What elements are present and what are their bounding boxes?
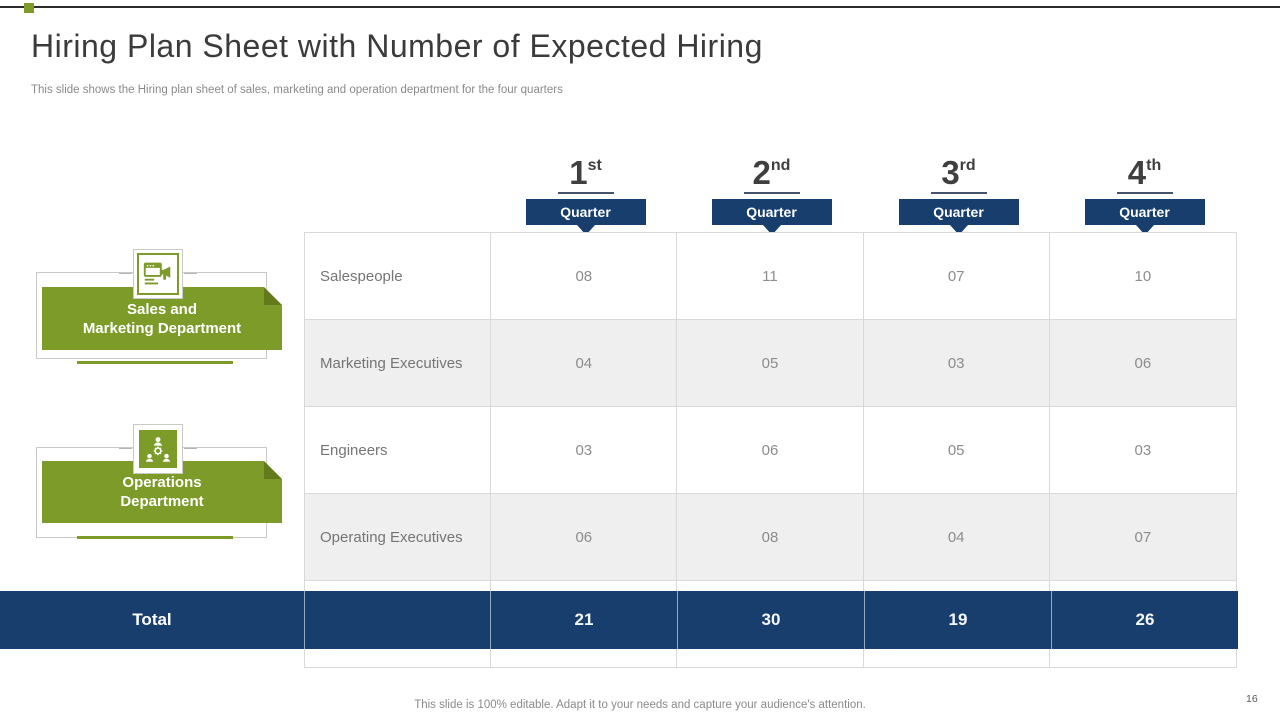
quarter-ordinal: rd xyxy=(959,157,976,174)
connector-tick xyxy=(184,448,197,449)
department-underline xyxy=(77,536,233,539)
total-value-q2: 30 xyxy=(677,591,864,649)
table-cell: 04 xyxy=(864,494,1050,580)
spacer-cell xyxy=(491,581,678,592)
connector-tick xyxy=(184,273,197,274)
department-name-line2: Marketing Department xyxy=(82,319,242,337)
table-row: Engineers 03 06 05 03 xyxy=(305,407,1236,494)
quarter-underline xyxy=(557,192,614,194)
table-row: Operating Executives 06 08 04 07 xyxy=(305,494,1236,581)
quarter-header-3: 3rd Quarter xyxy=(865,148,1052,235)
quarter-number-text: 3 xyxy=(941,154,960,191)
quarter-badge-label: Quarter xyxy=(933,204,984,220)
quarter-badge-pointer-icon xyxy=(1135,225,1154,235)
row-label: Marketing Executives xyxy=(305,320,492,406)
spacer-cell xyxy=(305,650,492,668)
quarter-number-text: 2 xyxy=(752,154,771,191)
table-cell: 03 xyxy=(864,320,1050,406)
spacer-cell xyxy=(491,650,678,668)
quarter-badge-pointer-icon xyxy=(762,225,781,235)
quarter-number: 2nd xyxy=(678,148,865,191)
quarter-badge: Quarter xyxy=(525,199,646,225)
table-cell: 07 xyxy=(864,233,1050,319)
row-label: Engineers xyxy=(305,407,492,493)
total-value-q1: 21 xyxy=(490,591,677,649)
quarter-badge: Quarter xyxy=(1084,199,1205,225)
quarter-number: 4th xyxy=(1051,148,1238,191)
table-row: Salespeople 08 11 07 10 xyxy=(305,233,1236,320)
sales-marketing-icon-frame xyxy=(133,249,183,299)
table-cell: 10 xyxy=(1134,267,1152,285)
slide-footer-note: This slide is 100% editable. Adapt it to… xyxy=(414,699,866,711)
table-cell: 06 xyxy=(491,494,678,580)
table-cell: 03 xyxy=(1134,441,1152,459)
top-accent-line xyxy=(0,6,1280,8)
total-value-q3: 19 xyxy=(864,591,1051,649)
quarter-badge-label: Quarter xyxy=(746,204,797,220)
table-cell: 05 xyxy=(677,320,864,406)
quarter-header-4: 4th Quarter xyxy=(1051,148,1238,235)
quarter-underline xyxy=(1116,192,1173,194)
total-separator xyxy=(304,591,305,649)
department-name-line1: Sales and xyxy=(126,300,198,318)
total-value-q4: 26 xyxy=(1051,591,1238,649)
folded-corner xyxy=(264,287,282,305)
page-title: Hiring Plan Sheet with Number of Expecte… xyxy=(31,28,763,64)
table-cell: 07 xyxy=(1134,528,1152,546)
total-label: Total xyxy=(132,610,172,629)
table-cell: 04 xyxy=(491,320,678,406)
department-name-line1: Operations xyxy=(122,474,202,491)
row-label: Salespeople xyxy=(305,233,492,319)
quarter-badge: Quarter xyxy=(898,199,1019,225)
row-label: Operating Executives xyxy=(305,494,492,580)
quarter-number: 3rd xyxy=(865,148,1052,191)
table-cell: 06 xyxy=(677,407,864,493)
department-underline xyxy=(77,361,233,364)
top-accent-square xyxy=(24,3,34,13)
quarter-number-text: 1 xyxy=(569,154,588,191)
table-cell: 08 xyxy=(491,233,678,319)
department-name-line2: Department xyxy=(120,493,204,510)
quarter-ordinal: st xyxy=(587,157,602,174)
table-spacer-row xyxy=(305,650,1236,668)
table-spacer-row xyxy=(305,581,1236,592)
quarter-underline xyxy=(743,192,800,194)
quarter-header-1: 1st Quarter xyxy=(492,148,679,235)
total-row: Total 21 30 19 26 xyxy=(0,591,1238,649)
quarter-number: 1st xyxy=(492,148,679,191)
quarter-badge-label: Quarter xyxy=(1119,204,1170,220)
table-cell: 08 xyxy=(677,494,864,580)
spacer-cell xyxy=(677,581,864,592)
table-cell: 11 xyxy=(677,233,864,319)
quarter-badge-pointer-icon xyxy=(949,225,968,235)
folded-corner xyxy=(264,461,282,479)
table-cell: 05 xyxy=(864,407,1050,493)
operations-icon-frame xyxy=(133,424,183,474)
slide-subtitle: This slide shows the Hiring plan sheet o… xyxy=(31,84,563,96)
table-cell: 03 xyxy=(491,407,678,493)
table-cell: 06 xyxy=(1134,354,1152,372)
quarter-underline xyxy=(930,192,987,194)
quarter-badge-pointer-icon xyxy=(576,225,595,235)
spacer-cell xyxy=(305,581,492,592)
quarter-ordinal: th xyxy=(1146,157,1162,174)
spacer-cell xyxy=(1050,650,1236,668)
quarter-badge: Quarter xyxy=(711,199,832,225)
table-row: Marketing Executives 04 05 03 06 xyxy=(305,320,1236,407)
quarter-header-2: 2nd Quarter xyxy=(678,148,865,235)
spacer-cell xyxy=(864,650,1050,668)
page-number: 16 xyxy=(1246,693,1258,705)
connector-tick xyxy=(119,273,132,274)
quarter-badge-label: Quarter xyxy=(560,204,611,220)
connector-tick xyxy=(119,448,132,449)
spacer-cell xyxy=(677,650,864,668)
quarter-ordinal: nd xyxy=(770,157,791,174)
org-chart-gear-icon xyxy=(137,428,179,470)
quarter-number-text: 4 xyxy=(1127,154,1147,191)
presentation-megaphone-icon xyxy=(137,253,179,295)
spacer-cell xyxy=(864,581,1050,592)
